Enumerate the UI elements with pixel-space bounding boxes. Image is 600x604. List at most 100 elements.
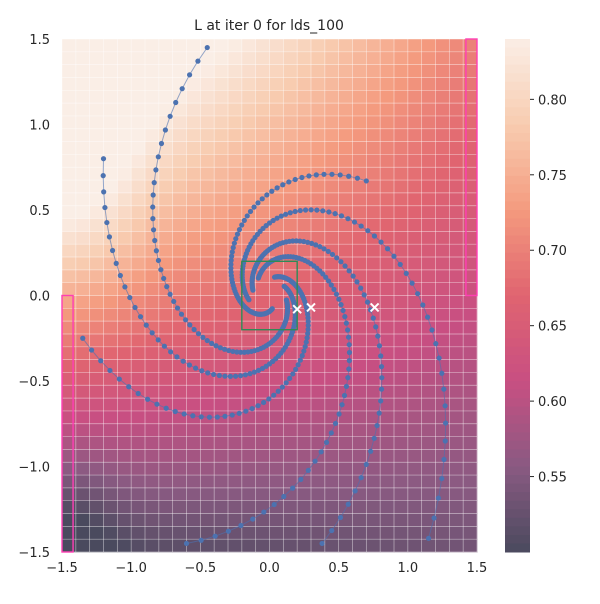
- heatmap-cell: [352, 244, 367, 258]
- heatmap-cell: [366, 385, 381, 399]
- heatmap-cell: [380, 205, 395, 219]
- heatmap-cell: [435, 500, 450, 514]
- heatmap-cell: [463, 192, 478, 207]
- heatmap-cell: [255, 539, 270, 553]
- heatmap-cell: [62, 180, 77, 194]
- heatmap-cell: [145, 141, 160, 155]
- heatmap-cell: [324, 51, 340, 66]
- heatmap-cell: [172, 218, 187, 232]
- heatmap-cell: [380, 167, 395, 181]
- heatmap-cell: [449, 64, 464, 78]
- trajectory-point: [102, 204, 108, 211]
- heatmap-cell: [324, 308, 340, 322]
- heatmap-cell: [200, 90, 215, 104]
- trajectory-point: [302, 343, 308, 350]
- heatmap-cell: [75, 231, 91, 245]
- heatmap-cell: [62, 410, 77, 425]
- heatmap-cell: [89, 257, 104, 271]
- trajectory-point: [302, 207, 309, 213]
- heatmap-cell: [311, 487, 326, 502]
- heatmap-cell: [172, 321, 187, 335]
- heatmap-cell: [338, 77, 353, 91]
- heatmap-cell: [394, 77, 409, 91]
- heatmap-cell: [131, 513, 146, 527]
- trajectory-point: [292, 208, 298, 215]
- heatmap-cell: [214, 321, 229, 335]
- heatmap-cell: [449, 423, 464, 437]
- heatmap-cell: [449, 269, 464, 284]
- colorbar-segment: [505, 423, 530, 433]
- trajectory-point: [247, 371, 253, 377]
- trajectory-point: [251, 369, 258, 375]
- colorbar: 0.55 0.60 0.65 0.70 0.75 0.80: [505, 39, 567, 553]
- heatmap-cell: [463, 410, 478, 425]
- heatmap-cell: [352, 231, 367, 245]
- heatmap-cell: [435, 231, 450, 245]
- heatmap-cell: [255, 180, 270, 194]
- heatmap-cell: [380, 359, 395, 373]
- heatmap-cell: [131, 180, 146, 194]
- heatmap-cell: [131, 423, 146, 437]
- heatmap-cell: [283, 257, 298, 271]
- heatmap-cell: [158, 205, 174, 219]
- heatmap-cell: [380, 346, 395, 361]
- trajectory-point: [213, 343, 219, 349]
- trajectory-point: [266, 396, 272, 402]
- heatmap-cell: [380, 487, 395, 502]
- heatmap-cell: [352, 39, 367, 53]
- trajectory-point: [164, 284, 170, 290]
- trajectory-point: [306, 173, 312, 179]
- trajectory-point: [363, 461, 369, 468]
- heatmap-cell: [255, 385, 270, 399]
- heatmap-cell: [75, 205, 91, 219]
- heatmap-cell: [62, 346, 77, 361]
- heatmap-cell: [311, 385, 326, 399]
- heatmap-cell: [255, 475, 270, 489]
- heatmap-cell: [394, 346, 409, 361]
- heatmap-cell: [255, 321, 270, 335]
- heatmap-cell: [269, 513, 284, 527]
- heatmap-cell: [62, 154, 77, 168]
- trajectory-point: [318, 449, 324, 455]
- heatmap-cell: [228, 500, 243, 514]
- heatmap-cell: [117, 257, 132, 271]
- heatmap-cell: [89, 244, 104, 258]
- heatmap-cell: [311, 180, 326, 194]
- trajectory-point: [168, 349, 174, 355]
- heatmap-cell: [255, 128, 270, 142]
- colorbar-tick-label: 0.80: [538, 93, 567, 108]
- heatmap-cell: [269, 64, 284, 78]
- heatmap-cell: [380, 526, 395, 540]
- x-tick-label: 0.5: [328, 561, 349, 576]
- heatmap-cell: [255, 218, 270, 232]
- heatmap-cell: [380, 257, 395, 271]
- x-tick-label: −1.5: [46, 561, 78, 576]
- heatmap-cell: [463, 205, 478, 219]
- heatmap-cell: [89, 51, 104, 66]
- heatmap-cell: [366, 346, 381, 361]
- heatmap-cell: [145, 231, 160, 245]
- heatmap-cell: [366, 141, 381, 155]
- heatmap-cell: [435, 205, 450, 219]
- heatmap-cell: [407, 115, 423, 130]
- heatmap-cell: [214, 308, 229, 322]
- heatmap-cell: [214, 513, 229, 527]
- heatmap-cell: [324, 359, 340, 373]
- trajectory-point: [106, 234, 113, 240]
- heatmap-cell: [269, 282, 284, 296]
- trajectory-point: [280, 182, 286, 188]
- trajectory-point: [247, 208, 254, 215]
- heatmap-cell: [228, 398, 243, 412]
- heatmap-cell: [324, 128, 340, 142]
- heatmap-cell: [158, 64, 174, 78]
- trajectory-point: [308, 207, 314, 213]
- trajectory-point: [370, 315, 376, 321]
- heatmap-cell: [421, 385, 436, 399]
- heatmap-cell: [407, 359, 423, 373]
- colorbar-segment: [505, 483, 530, 493]
- heatmap-cell: [186, 167, 201, 181]
- heatmap-cell: [103, 346, 118, 361]
- heatmap-cell: [338, 103, 353, 117]
- heatmap-cell: [131, 282, 146, 296]
- heatmap-cell: [186, 154, 201, 168]
